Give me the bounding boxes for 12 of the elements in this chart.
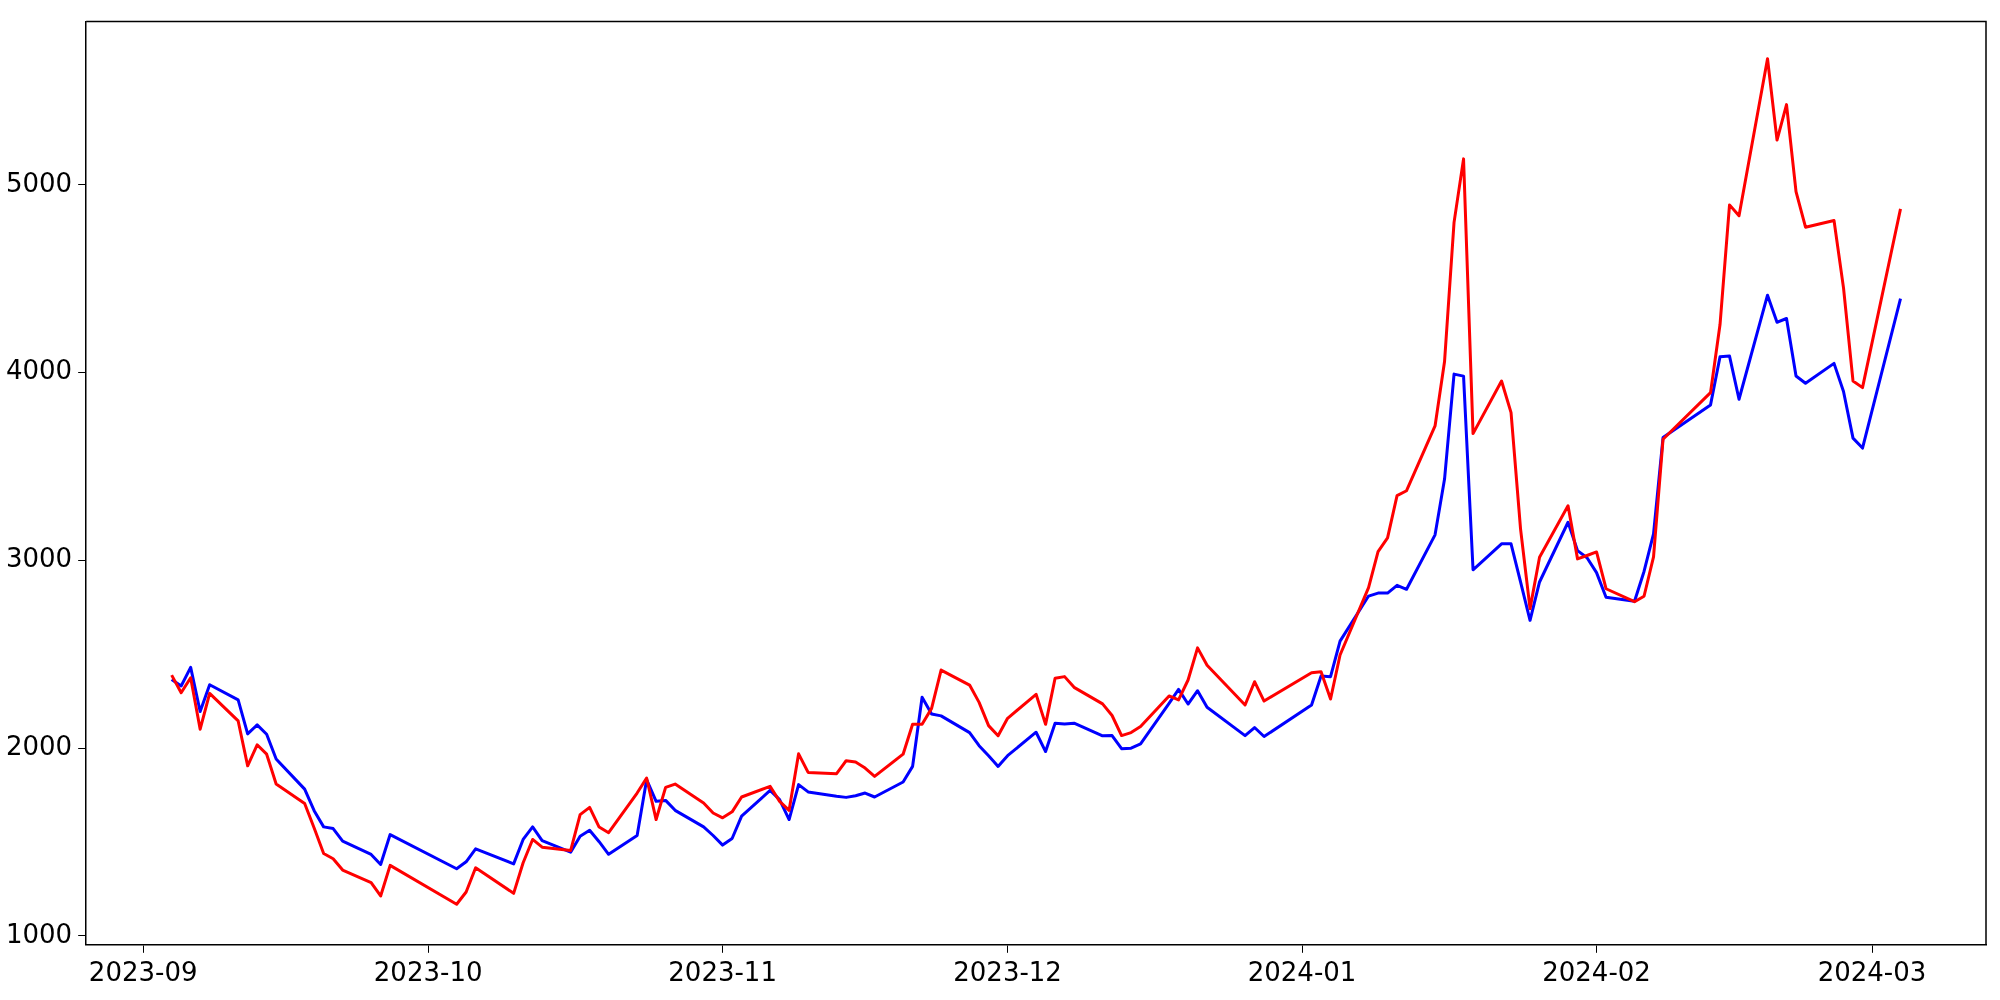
y-tick-label: 3000 bbox=[6, 543, 73, 574]
y-tick-label: 5000 bbox=[6, 167, 73, 198]
y-tick-label: 2000 bbox=[6, 730, 73, 761]
x-tick-label: 2023-10 bbox=[373, 957, 483, 988]
x-tick-label: 2024-02 bbox=[1542, 957, 1651, 988]
x-tick-label: 2023-09 bbox=[88, 957, 198, 988]
y-tick-label: 4000 bbox=[6, 355, 73, 386]
x-tick-label: 2023-11 bbox=[668, 957, 777, 988]
x-tick-label: 2024-03 bbox=[1817, 957, 1927, 988]
x-tick-label: 2023-12 bbox=[953, 957, 1062, 988]
x-tick-label: 2024-01 bbox=[1247, 957, 1357, 988]
y-tick-label: 1000 bbox=[6, 918, 73, 949]
